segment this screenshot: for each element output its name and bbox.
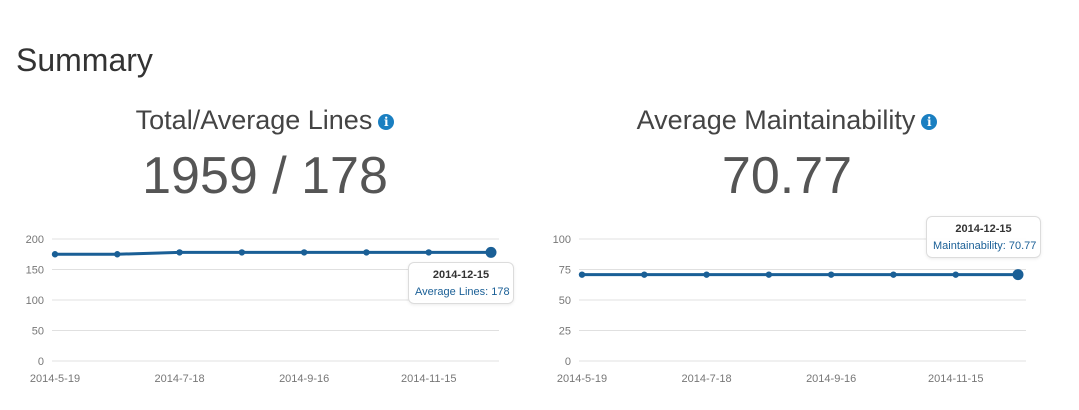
data-point [51, 251, 59, 258]
y-tick-label: 0 [565, 356, 571, 368]
data-point [578, 271, 586, 278]
data-point [425, 249, 432, 256]
data-point [641, 271, 648, 278]
highlighted-data-point [1012, 269, 1024, 281]
y-tick-label: 100 [26, 295, 44, 307]
lines-panel-title: Total/Average Lines [135, 105, 373, 135]
data-point [703, 271, 710, 278]
highlighted-data-point [485, 246, 497, 258]
data-point [176, 249, 183, 256]
maintainability-panel-heading: Average Maintainability i [527, 102, 1047, 138]
data-point [890, 271, 897, 278]
lines-chart: 0 50 100 150 200 2014-5-19 2014-7-18 2014-9-16 2… [26, 234, 499, 385]
x-tick-label: 2014-9-16 [806, 373, 856, 385]
lines-chart-tooltip: 2014-12-15 Average Lines: 178 [408, 262, 514, 304]
x-tick-label: 2014-11-15 [928, 373, 983, 385]
lines-total-average-value: 1959 / 178 [142, 147, 388, 205]
tooltip-value: 178 [491, 286, 510, 298]
y-tick-label: 50 [559, 295, 571, 307]
lines-panel: Total/Average Lines i 1959 / 178 0 50 100 15… [0, 100, 520, 410]
series-line [55, 250, 491, 256]
x-tick-label: 2014-7-18 [681, 373, 731, 385]
tooltip-value-line: Maintainability: 70.77 [933, 240, 1037, 252]
y-tick-label: 0 [38, 356, 44, 368]
maintainability-panel: Average Maintainability i 70.77 0 25 50 75 10… [527, 100, 1047, 410]
data-point [114, 251, 121, 258]
y-tick-label: 100 [553, 234, 571, 246]
data-point [827, 271, 835, 278]
tooltip-label: Maintainability [933, 240, 1003, 252]
tooltip-value-line: Average Lines: 178 [415, 286, 510, 298]
maintainability-value: 70.77 [721, 147, 853, 205]
x-tick-label: 2014-5-19 [557, 373, 607, 385]
y-tick-label: 150 [26, 265, 44, 277]
maintainability-chart-tooltip: 2014-12-15 Maintainability: 70.77 [926, 216, 1041, 258]
tooltip-date: 2014-12-15 [432, 269, 490, 281]
x-tick-label: 2014-7-18 [154, 373, 204, 385]
x-tick-label: 2014-9-16 [279, 373, 329, 385]
lines-panel-heading: Total/Average Lines i [5, 102, 525, 138]
y-tick-label: 50 [32, 326, 44, 338]
data-point [363, 249, 370, 256]
x-tick-label: 2014-5-19 [30, 373, 80, 385]
data-point [765, 271, 773, 278]
tooltip-value: 70.77 [1008, 240, 1037, 252]
y-tick-label: 200 [26, 234, 44, 246]
data-point [952, 271, 959, 278]
x-tick-label: 2014-11-15 [401, 373, 456, 385]
tooltip-label: Average Lines [415, 286, 486, 298]
data-point [238, 249, 246, 256]
info-icon[interactable]: i [921, 114, 938, 130]
data-point [300, 249, 308, 256]
maintainability-chart: 0 25 50 75 100 2014-5-19 2014-7-18 2014-9-16 201… [553, 234, 1026, 385]
info-icon[interactable]: i [378, 114, 395, 130]
page-title: Summary [16, 42, 153, 78]
maintainability-panel-title: Average Maintainability [636, 105, 916, 135]
tooltip-date: 2014-12-15 [955, 223, 1012, 235]
y-tick-label: 25 [559, 326, 571, 338]
y-tick-label: 75 [559, 265, 571, 277]
